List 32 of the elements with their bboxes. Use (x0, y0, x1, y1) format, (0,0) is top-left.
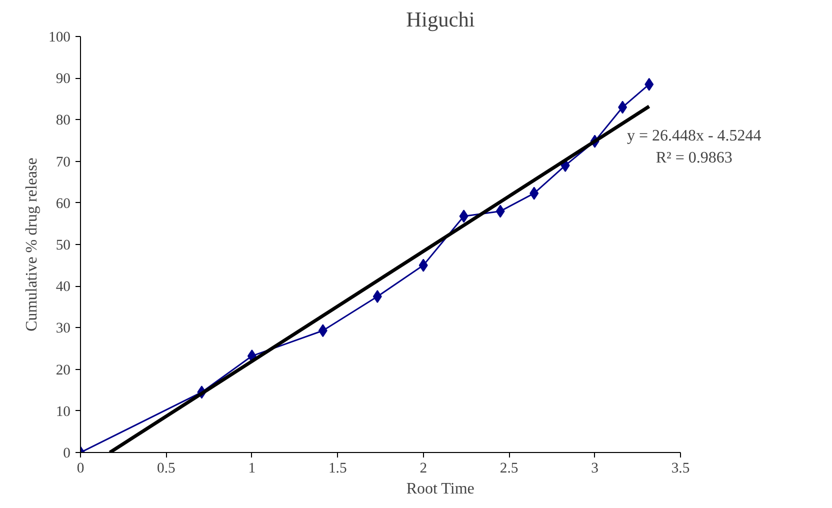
point (496, 204, 505, 218)
y-tick-label: 10 (56, 404, 70, 420)
annotation: y = 26.448x - 4.5244 (626, 127, 762, 144)
x-tick-label: 2 (420, 460, 428, 476)
point (618, 100, 628, 114)
x-tick-label: 3.5 (671, 460, 690, 476)
y-tick-label: 90 (56, 71, 70, 88)
x-tick-label: 1 (248, 460, 256, 476)
y-tick-label: 80 (56, 112, 70, 129)
y-tick-label: 50 (56, 238, 70, 254)
point (318, 324, 328, 338)
x-axis-title: Root Time (406, 480, 474, 498)
point (644, 78, 654, 91)
y-tick-label: 0 (63, 446, 70, 462)
x-tick-label: 3 (591, 460, 598, 476)
y-tick-label: 40 (56, 279, 70, 296)
y-tick-label: 20 (56, 362, 70, 378)
x-tick-label: 1.5 (328, 460, 347, 476)
annotation: R² = 0.9863 (656, 149, 732, 166)
x-tick-label: 2.5 (500, 460, 518, 476)
y-tick-label: 70 (56, 154, 70, 170)
y-axis-title: Cumulative % drug release (24, 158, 41, 332)
y-tick-label: 30 (56, 320, 70, 337)
point (418, 258, 428, 272)
chart-title: Higuchi (406, 8, 475, 32)
x-tick-label: 0 (76, 460, 84, 476)
y-tick-label: 100 (48, 30, 70, 46)
x-tick-label: 0.5 (157, 460, 176, 476)
point (530, 186, 539, 200)
point (459, 210, 468, 223)
point (372, 290, 382, 303)
y-tick-label: 60 (56, 196, 70, 212)
